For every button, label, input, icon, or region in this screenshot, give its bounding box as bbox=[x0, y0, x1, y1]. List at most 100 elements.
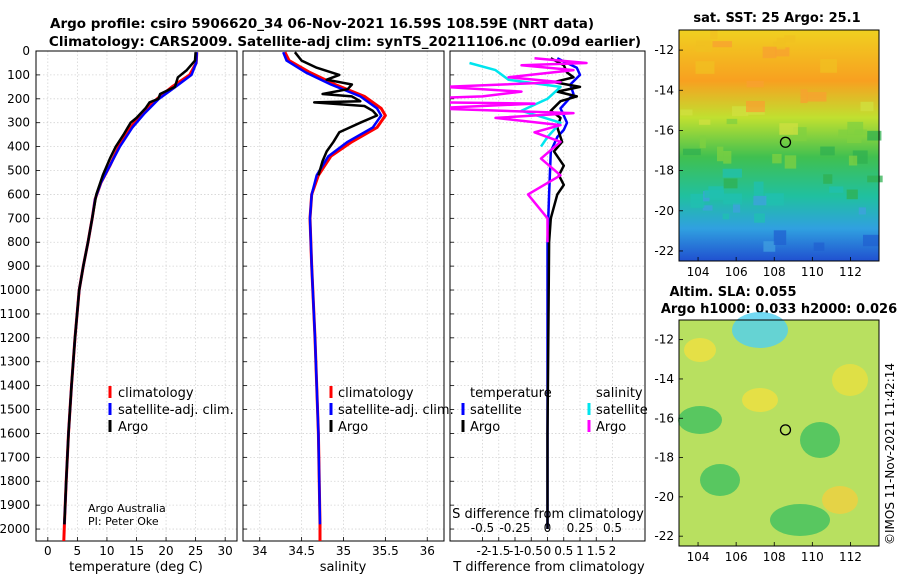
y-tick-label: 0 bbox=[22, 44, 30, 58]
s-diff-argo-line bbox=[450, 56, 588, 243]
sst-pixel-patch bbox=[704, 189, 724, 198]
y-tick-label: 1500 bbox=[0, 403, 30, 417]
sla-anomaly-patch bbox=[684, 338, 716, 362]
legend-climatology: climatology bbox=[338, 386, 414, 401]
salinity-grid bbox=[243, 50, 444, 541]
temperature-axis-label: temperature (deg C) bbox=[69, 560, 203, 575]
sst-pixel-patch bbox=[753, 181, 764, 197]
sla-map-patches bbox=[678, 312, 868, 536]
salinity-climatology-line bbox=[283, 51, 387, 541]
sla-anomaly-patch bbox=[678, 406, 722, 434]
y-tick-label: 700 bbox=[7, 211, 30, 225]
sst-pixel-patch bbox=[860, 101, 874, 112]
sst-pixel-patch bbox=[820, 146, 835, 156]
legend-s-satellite: satellite bbox=[596, 403, 648, 418]
sla-anomaly-patch bbox=[822, 486, 858, 514]
sst-pixel-patch bbox=[838, 129, 848, 137]
sst-pixel-patch bbox=[712, 41, 733, 48]
difference-series bbox=[450, 56, 588, 529]
y-tick-label: 1800 bbox=[0, 474, 30, 488]
sst-pixel-patch bbox=[754, 213, 765, 223]
s-tick-label: 0.5 bbox=[603, 521, 622, 535]
sla-argo-location-marker bbox=[779, 424, 792, 436]
sst-pixel-patch bbox=[680, 109, 693, 116]
sst-pixel-patch bbox=[858, 207, 866, 215]
sla-anomaly-patch bbox=[832, 364, 868, 396]
map-lon-label: 106 bbox=[725, 550, 748, 564]
title-line-1: Argo profile: csiro 5906620_34 06-Nov-20… bbox=[50, 16, 594, 32]
y-tick-label: 800 bbox=[7, 235, 30, 249]
sla-map-ticks: 104 106 108 110 112 -12 -14 -16 -18 -20 -22 bbox=[654, 333, 861, 564]
sst-pixel-patch bbox=[846, 134, 862, 144]
legend-argo: Argo bbox=[338, 420, 368, 435]
map-lat-label: -18 bbox=[654, 451, 674, 465]
sst-pixel-patch bbox=[867, 130, 882, 141]
sst-pixel-patch bbox=[862, 234, 880, 247]
s-tick-label: 0.25 bbox=[567, 521, 594, 535]
map-lat-label: -14 bbox=[654, 372, 674, 386]
s-tick-label: -0.5 bbox=[471, 521, 494, 535]
sst-pixel-patch bbox=[762, 46, 777, 59]
y-tick-label: 1600 bbox=[0, 426, 30, 440]
s-tick-label: -0.25 bbox=[499, 521, 530, 535]
map-lat-label: -12 bbox=[654, 43, 674, 57]
sst-pixel-patch bbox=[773, 230, 787, 245]
y-tick-label: 2000 bbox=[0, 522, 30, 536]
sst-argo-location-marker bbox=[779, 136, 792, 148]
map-lon-label: 110 bbox=[801, 265, 824, 279]
sst-pixel-patch bbox=[699, 135, 706, 149]
sst-pixel-patch bbox=[753, 195, 767, 206]
sst-pixel-patch bbox=[702, 205, 713, 211]
y-tick-label: 600 bbox=[7, 187, 30, 201]
sst-pixel-patch bbox=[690, 193, 705, 208]
sst-pixel-patch bbox=[746, 80, 764, 88]
map-lat-label: -14 bbox=[654, 83, 674, 97]
y-tick-label: 1100 bbox=[0, 307, 30, 321]
salinity-axis-label: salinity bbox=[320, 560, 367, 575]
y-tick-label: 1400 bbox=[0, 379, 30, 393]
salinity-tick-labels: 34 34.5 35 35.5 36 bbox=[252, 544, 435, 558]
map-lat-label: -20 bbox=[654, 204, 674, 218]
title-line-2: Climatology: CARS2009. Satellite-adj cli… bbox=[49, 34, 641, 50]
sst-pixel-patch bbox=[806, 92, 827, 102]
map-lat-label: -20 bbox=[654, 490, 674, 504]
sst-pixel-patch bbox=[820, 59, 837, 73]
map-lat-label: -12 bbox=[654, 333, 674, 347]
sla-anomaly-patch bbox=[770, 504, 830, 536]
sla-anomaly-patch bbox=[800, 422, 840, 458]
s-diff-satellite-line bbox=[469, 61, 562, 148]
sst-pixel-patch bbox=[726, 118, 738, 125]
x-tick-label: 1.5 bbox=[587, 544, 606, 558]
sla-anomaly-patch bbox=[732, 312, 788, 348]
sst-pixel-patch bbox=[764, 193, 784, 206]
y-tick-label: 1000 bbox=[0, 283, 30, 297]
sla-anomaly-patch bbox=[700, 464, 740, 496]
difference-axes bbox=[449, 50, 646, 542]
imos-timestamp: ©IMOS 11-Nov-2021 11:42:14 bbox=[883, 363, 897, 545]
sst-pixel-patch bbox=[695, 61, 715, 74]
map-lat-label: -22 bbox=[654, 244, 674, 258]
x-tick-label: -1.5 bbox=[487, 544, 510, 558]
sst-pixel-patch bbox=[800, 89, 808, 104]
y-tick-label: 400 bbox=[7, 140, 30, 154]
legend-satellite: satellite-adj. clim. bbox=[338, 403, 454, 418]
sst-pixel-patch bbox=[784, 35, 796, 43]
sst-map-frame bbox=[678, 29, 880, 262]
t-diff-satellite-line bbox=[546, 57, 582, 529]
credit-line-1: Argo Australia bbox=[88, 502, 166, 515]
legend-t-argo: Argo bbox=[470, 420, 500, 435]
map-lon-label: 104 bbox=[687, 265, 710, 279]
legend-salinity-header: salinity bbox=[596, 386, 643, 401]
map-lon-label: 108 bbox=[763, 550, 786, 564]
map-lat-label: -16 bbox=[654, 411, 674, 425]
sst-pixel-patch bbox=[776, 37, 786, 50]
sst-pixel-patch bbox=[717, 146, 724, 162]
sst-pixel-patch bbox=[722, 213, 730, 220]
map-lon-label: 104 bbox=[687, 550, 710, 564]
t-difference-axis-label: T difference from climatology bbox=[452, 560, 645, 575]
sst-pixel-patch bbox=[698, 119, 711, 125]
sst-pixel-patch bbox=[823, 174, 833, 184]
y-tick-label: 1700 bbox=[0, 450, 30, 464]
s-difference-axis-label: S difference from climatology bbox=[452, 507, 644, 522]
